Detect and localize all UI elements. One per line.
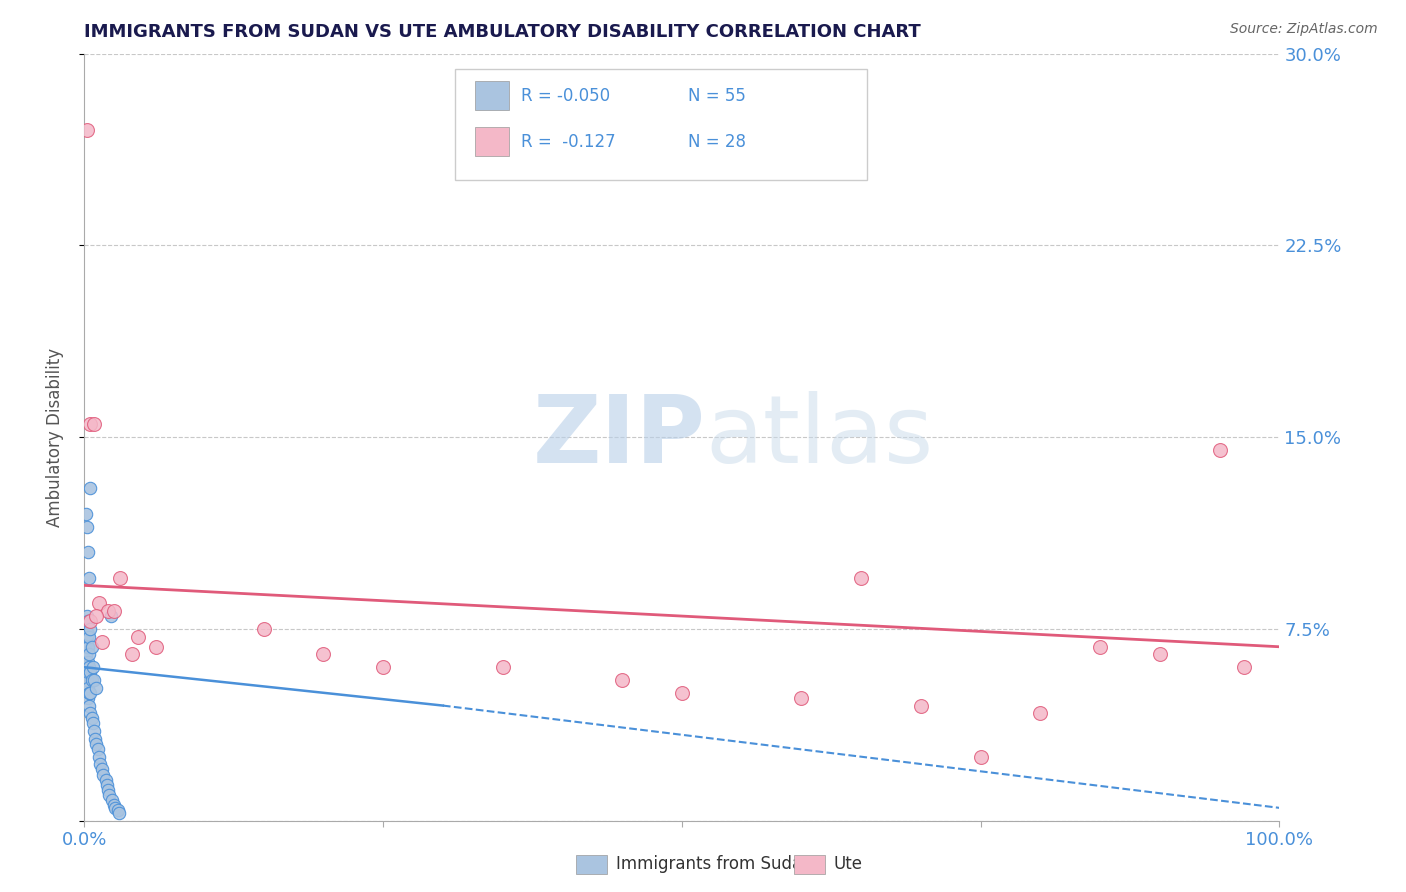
Point — [79, 706, 101, 721]
Text: R =  -0.127: R = -0.127 — [520, 133, 616, 151]
Bar — [475, 128, 509, 156]
Point — [253, 622, 276, 636]
Point — [82, 716, 104, 731]
Point — [97, 783, 120, 797]
Point — [86, 742, 108, 756]
Point — [77, 690, 100, 705]
Point — [75, 614, 97, 628]
Point — [121, 648, 143, 662]
Point — [93, 767, 115, 781]
Point — [76, 609, 98, 624]
Point — [89, 757, 111, 772]
Point — [98, 788, 121, 802]
Text: N = 28: N = 28 — [688, 133, 747, 151]
Point — [86, 737, 108, 751]
Point — [79, 686, 101, 700]
Point — [83, 724, 105, 739]
Text: R = -0.050: R = -0.050 — [520, 87, 610, 104]
Point — [80, 711, 103, 725]
Point — [77, 681, 100, 695]
Text: atlas: atlas — [706, 391, 934, 483]
Point — [76, 673, 98, 687]
Point — [75, 634, 97, 648]
Point — [612, 673, 634, 687]
Point — [77, 640, 100, 654]
Point — [77, 686, 100, 700]
Point — [75, 622, 97, 636]
Point — [1149, 648, 1171, 662]
Point — [970, 749, 993, 764]
Point — [77, 698, 100, 713]
Point — [77, 655, 100, 669]
Point — [80, 640, 103, 654]
Point — [77, 630, 100, 644]
Text: N = 55: N = 55 — [688, 87, 745, 104]
Point — [108, 805, 131, 820]
Point — [76, 640, 98, 654]
Bar — [475, 81, 509, 111]
Point — [97, 604, 120, 618]
Point — [1209, 442, 1232, 457]
Point — [104, 801, 127, 815]
Point — [145, 640, 167, 654]
Point — [101, 793, 124, 807]
Point — [851, 571, 873, 585]
Point — [1029, 706, 1052, 721]
Point — [87, 596, 110, 610]
Point — [79, 622, 101, 636]
Point — [77, 614, 100, 628]
FancyBboxPatch shape — [456, 69, 868, 180]
Point — [77, 648, 100, 662]
Point — [91, 763, 114, 777]
Point — [910, 698, 932, 713]
Point — [75, 507, 97, 521]
Point — [91, 634, 114, 648]
Point — [100, 609, 122, 624]
Point — [86, 681, 108, 695]
Point — [127, 630, 149, 644]
Point — [94, 772, 117, 787]
Point — [76, 519, 98, 533]
Point — [82, 660, 104, 674]
Point — [1090, 640, 1112, 654]
Y-axis label: Ambulatory Disability: Ambulatory Disability — [45, 348, 63, 526]
Point — [77, 660, 100, 674]
Point — [86, 609, 108, 624]
Point — [312, 648, 335, 662]
Point — [79, 481, 101, 495]
Point — [83, 673, 105, 687]
Point — [79, 417, 101, 432]
Point — [84, 731, 107, 746]
Point — [671, 686, 693, 700]
Text: ZIP: ZIP — [533, 391, 706, 483]
Point — [83, 417, 105, 432]
Point — [107, 804, 129, 818]
Point — [80, 673, 103, 687]
Point — [110, 571, 132, 585]
Point — [77, 571, 100, 585]
Point — [790, 690, 813, 705]
Text: Immigrants from Sudan: Immigrants from Sudan — [616, 855, 813, 873]
Point — [87, 749, 110, 764]
Text: Source: ZipAtlas.com: Source: ZipAtlas.com — [1230, 22, 1378, 37]
Point — [77, 665, 100, 680]
Text: Ute: Ute — [834, 855, 863, 873]
Point — [96, 778, 118, 792]
Point — [79, 614, 101, 628]
Point — [103, 604, 125, 618]
Point — [76, 123, 98, 137]
Point — [76, 630, 98, 644]
Point — [1233, 660, 1256, 674]
Point — [492, 660, 515, 674]
Point — [77, 627, 100, 641]
Point — [103, 798, 125, 813]
Point — [75, 648, 97, 662]
Point — [76, 660, 98, 674]
Text: IMMIGRANTS FROM SUDAN VS UTE AMBULATORY DISABILITY CORRELATION CHART: IMMIGRANTS FROM SUDAN VS UTE AMBULATORY … — [84, 23, 921, 41]
Point — [77, 545, 100, 559]
Point — [79, 665, 101, 680]
Point — [373, 660, 395, 674]
